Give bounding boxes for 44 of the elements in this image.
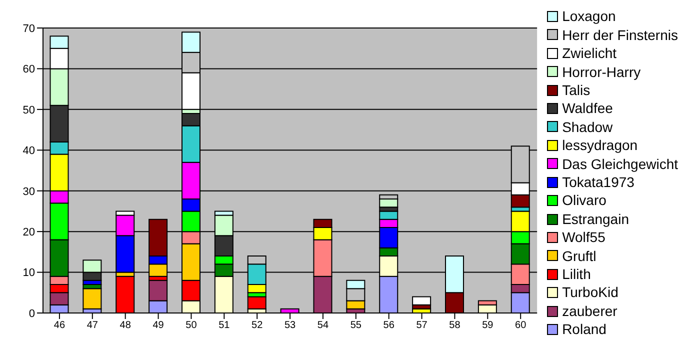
x-tick-label: 60 [515,320,527,332]
legend-label: Estrangain [562,210,629,228]
x-tick-label: 58 [449,320,461,332]
x-tick-label: 51 [218,320,230,332]
y-tick-label: 20 [22,226,35,238]
legend-label: Zwielicht [562,44,617,63]
bar [412,296,432,306]
y-tick-label: 10 [22,267,35,280]
legend-label: Talis [562,80,590,100]
legend-label: zauberer [562,302,618,320]
x-tick-label: 48 [120,320,132,332]
y-tick-label: 0 [28,308,35,320]
y-tick-label: 40 [22,145,35,158]
legend-label: Tokata1973 [562,173,634,192]
legend-label: Waldfee [562,99,613,118]
x-tick-label: 49 [152,320,164,332]
y-tick-label: 70 [22,22,35,35]
legend-label: TurboKid [562,283,618,302]
legend-label: Lilith [562,265,591,284]
x-tick-label: 59 [482,320,494,332]
x-tick-label: 50 [186,320,198,332]
legend-label: Shadow [562,118,613,136]
legend-label: lessydragon [562,136,638,155]
legend-label: Gruftl [562,246,596,266]
x-tick-label: 52 [252,320,264,332]
x-tick-label: 54 [317,320,329,332]
legend-label: Herr der Finsternis [562,26,678,44]
legend-label: Roland [562,320,606,339]
legend-label: Horror-Harry [562,62,641,81]
x-tick-label: 47 [86,320,98,332]
y-tick-label: 50 [22,104,35,116]
legend-label: Loxagon [562,7,616,26]
x-tick-label: 57 [416,320,428,332]
y-tick-label: 30 [22,186,35,198]
legend-label: Wolf55 [562,228,606,247]
bar [82,288,102,310]
bar [247,296,266,310]
x-tick-label: 55 [350,320,362,332]
x-tick-label: 53 [284,320,296,332]
x-tick-label: 46 [54,320,66,332]
x-tick-label: 56 [383,320,395,332]
legend-label: Olivaro [562,191,606,210]
y-tick-label: 60 [22,64,35,76]
legend-label: Das Gleichgewicht [562,154,678,173]
